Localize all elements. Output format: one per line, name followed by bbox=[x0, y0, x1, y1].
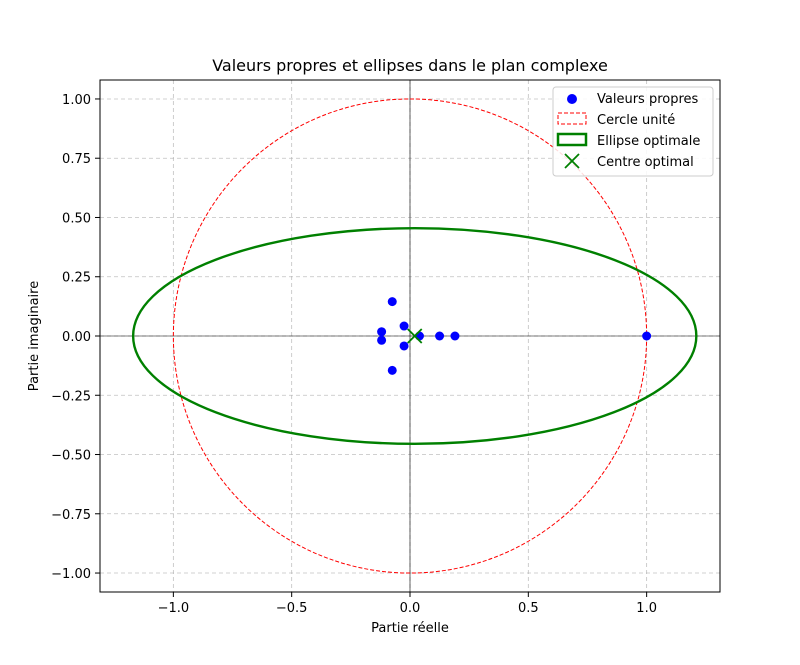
y-tick-label: −0.75 bbox=[51, 508, 91, 523]
eigenvalue-point bbox=[435, 332, 444, 341]
legend-marker-eigenvalues bbox=[567, 94, 577, 104]
eigenvalue-point bbox=[377, 336, 386, 345]
y-axis-ticks: 1.00 0.75 0.50 0.25 0.00 −0.25 −0.50 −0.75 −1.00 bbox=[51, 93, 100, 582]
eigenvalue-point bbox=[400, 341, 409, 350]
legend-label-eigenvalues: Valeurs propres bbox=[597, 92, 699, 107]
eigenvalue-point bbox=[450, 332, 459, 341]
eigenvalue-point bbox=[642, 332, 651, 341]
legend-label-optimal-center: Centre optimal bbox=[597, 155, 694, 170]
y-tick-label: 0.00 bbox=[62, 330, 91, 345]
y-axis-label: Partie imaginaire bbox=[27, 281, 42, 391]
y-tick-label: 0.50 bbox=[62, 211, 91, 226]
eigenvalue-point bbox=[388, 297, 397, 306]
eigenvalue-point bbox=[388, 366, 397, 375]
x-axis-ticks: −1.0 −0.5 0.0 0.5 1.0 bbox=[158, 592, 657, 616]
x-tick-label: 1.0 bbox=[636, 601, 657, 616]
y-tick-label: 1.00 bbox=[62, 93, 91, 108]
eigenvalue-point bbox=[377, 327, 386, 336]
y-tick-label: 0.25 bbox=[62, 271, 91, 286]
legend: Valeurs propres Cercle unité Ellipse opt… bbox=[553, 87, 713, 176]
x-tick-label: −0.5 bbox=[276, 601, 308, 616]
x-axis-label: Partie réelle bbox=[371, 621, 449, 636]
legend-label-unit-circle: Cercle unité bbox=[597, 113, 675, 128]
chart-title: Valeurs propres et ellipses dans le plan… bbox=[212, 56, 608, 75]
y-tick-label: −0.50 bbox=[51, 449, 91, 464]
y-tick-label: −0.25 bbox=[51, 389, 91, 404]
x-tick-label: −1.0 bbox=[158, 601, 190, 616]
eigenvalue-point bbox=[400, 322, 409, 331]
x-tick-label: 0.0 bbox=[400, 601, 421, 616]
y-tick-label: 0.75 bbox=[62, 152, 91, 167]
legend-label-optimal-ellipse: Ellipse optimale bbox=[597, 134, 700, 149]
eigenvalue-point bbox=[415, 332, 424, 341]
y-tick-label: −1.00 bbox=[51, 567, 91, 582]
x-tick-label: 0.5 bbox=[518, 601, 539, 616]
